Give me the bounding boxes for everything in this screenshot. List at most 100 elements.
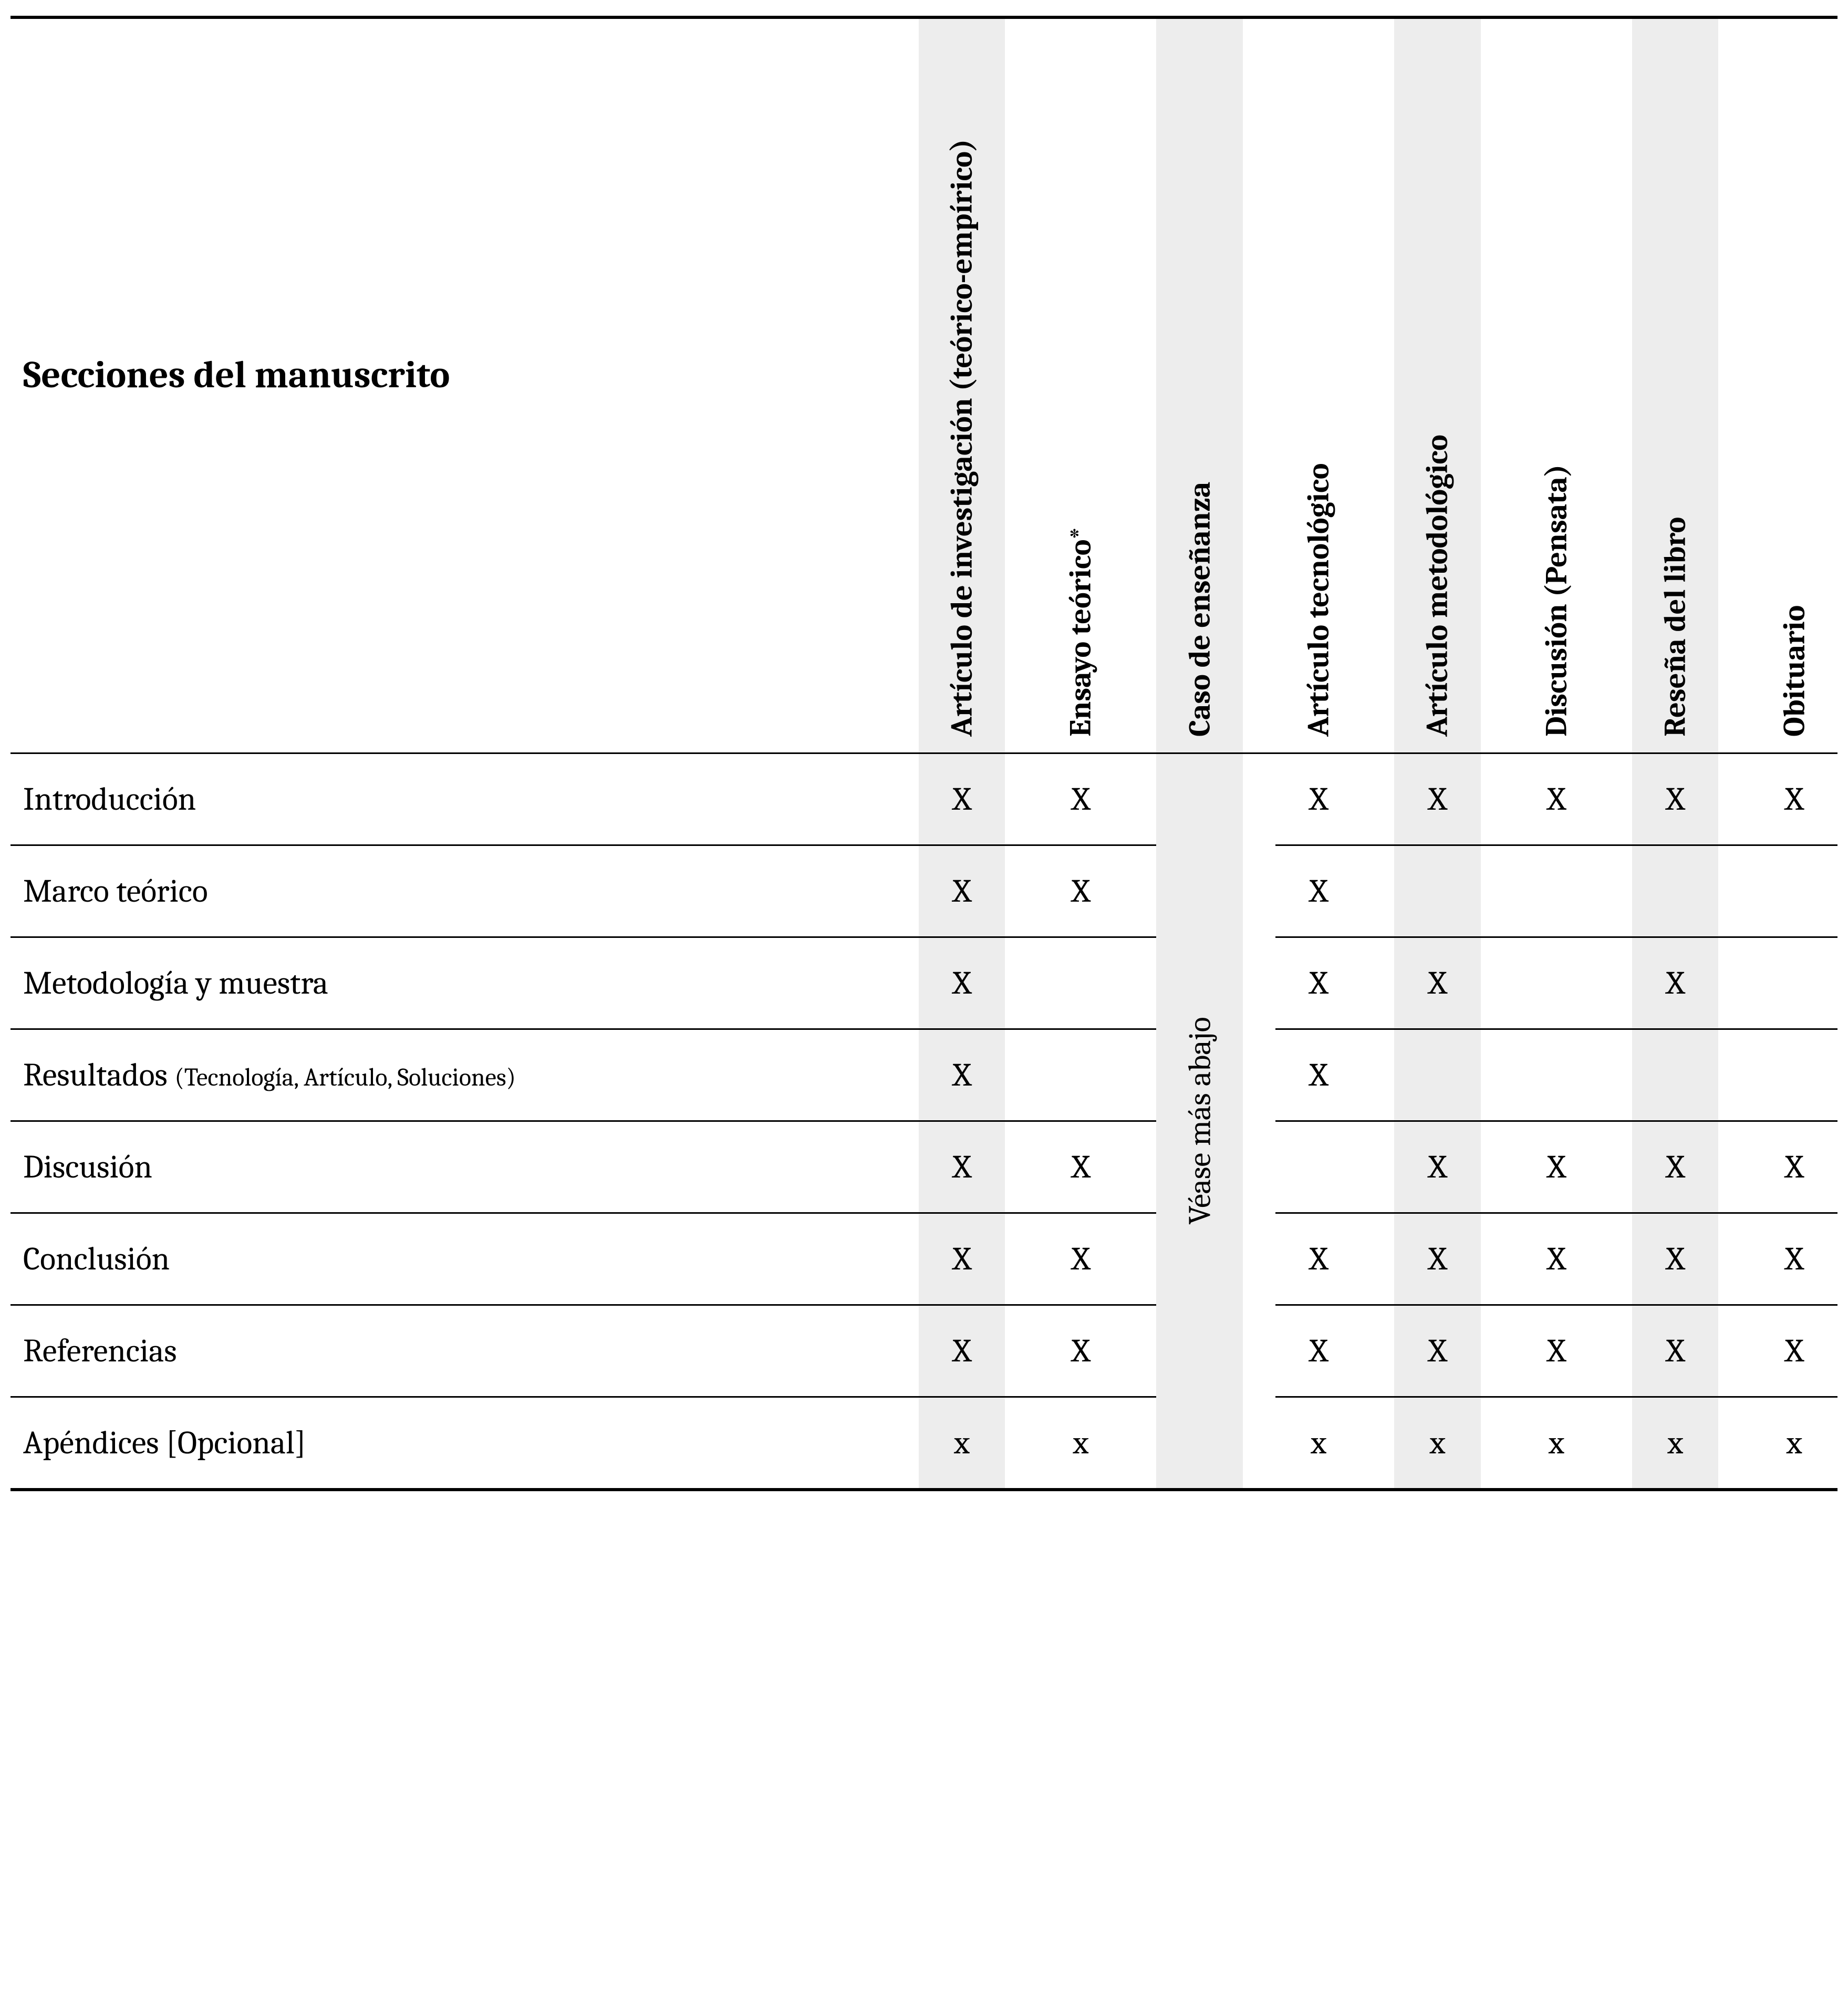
mark-cell: X — [1751, 753, 1837, 845]
column-header: Obituario — [1751, 17, 1837, 753]
mark-cell — [1394, 845, 1481, 937]
merged-column-text: Véase más abajo — [1181, 1017, 1218, 1224]
column-header: Caso de enseñanza — [1156, 17, 1243, 753]
sections-table: Secciones del manuscrito Artículo de inv… — [11, 16, 1837, 1491]
mark-cell: x — [1632, 1397, 1719, 1490]
mark-cell — [1632, 1029, 1719, 1121]
column-spacer — [1005, 1305, 1037, 1397]
column-spacer — [1481, 1213, 1513, 1305]
column-spacer — [1362, 937, 1394, 1029]
column-spacer — [1481, 17, 1513, 753]
mark-cell: X — [1275, 845, 1362, 937]
mark-cell: X — [919, 1121, 1005, 1213]
section-label-text: Metodología y muestra — [23, 964, 328, 1002]
mark-cell — [1632, 845, 1719, 937]
column-header-label: Ensayo teórico* — [1063, 526, 1098, 737]
column-spacer — [1124, 753, 1157, 845]
mark-cell: X — [919, 1305, 1005, 1397]
column-header-label: Caso de enseñanza — [1182, 481, 1217, 736]
mark-cell: X — [1632, 1213, 1719, 1305]
mark-cell: x — [1751, 1397, 1837, 1490]
column-spacer — [1718, 753, 1751, 845]
section-sublabel: (Tecnología, Artículo, Soluciones) — [174, 1063, 516, 1092]
column-spacer — [1600, 937, 1632, 1029]
mark-cell: X — [1513, 1121, 1600, 1213]
mark-cell — [1394, 1029, 1481, 1121]
table-row: IntroducciónXXVéase más abajoXXXXX — [11, 753, 1837, 845]
column-spacer — [1600, 1305, 1632, 1397]
column-spacer — [1362, 1029, 1394, 1121]
table-row: Metodología y muestraXXXX — [11, 937, 1837, 1029]
section-label-text: Introducción — [23, 780, 196, 818]
section-label: Resultados (Tecnología, Artículo, Soluci… — [11, 1029, 919, 1121]
column-spacer — [1600, 1213, 1632, 1305]
mark-cell — [1513, 845, 1600, 937]
mark-cell: X — [1037, 1121, 1124, 1213]
column-spacer — [1124, 1213, 1157, 1305]
column-spacer — [1124, 937, 1157, 1029]
table-row: ReferenciasXXXXXXX — [11, 1305, 1837, 1397]
section-label: Conclusión — [11, 1213, 919, 1305]
column-spacer — [1718, 937, 1751, 1029]
section-label: Discusión — [11, 1121, 919, 1213]
mark-cell: X — [1513, 1305, 1600, 1397]
column-spacer — [1718, 17, 1751, 753]
mark-cell: X — [1275, 1305, 1362, 1397]
column-spacer — [1005, 1029, 1037, 1121]
table-row: DiscusiónXXXXXX — [11, 1121, 1837, 1213]
section-label: Metodología y muestra — [11, 937, 919, 1029]
column-spacer — [1124, 1305, 1157, 1397]
column-spacer — [1718, 1121, 1751, 1213]
column-header-label: Obituario — [1777, 605, 1812, 736]
column-header: Discusión (Pensata) — [1513, 17, 1600, 753]
column-spacer — [1124, 17, 1157, 753]
mark-cell: X — [1513, 753, 1600, 845]
column-spacer — [1600, 1029, 1632, 1121]
mark-cell: X — [919, 753, 1005, 845]
section-label-text: Discusión — [23, 1148, 152, 1186]
column-spacer — [1600, 1397, 1632, 1490]
mark-cell: X — [1632, 1305, 1719, 1397]
mark-cell: X — [1632, 753, 1719, 845]
section-label-text: Referencias — [23, 1332, 177, 1370]
column-spacer — [1481, 753, 1513, 845]
mark-cell: X — [1751, 1121, 1837, 1213]
column-spacer — [1362, 1121, 1394, 1213]
column-spacer — [1362, 17, 1394, 753]
section-label: Apéndices [Opcional] — [11, 1397, 919, 1490]
column-spacer — [1005, 845, 1037, 937]
mark-cell: X — [1394, 1121, 1481, 1213]
column-spacer — [1124, 845, 1157, 937]
sections-title: Secciones del manuscrito — [11, 17, 919, 753]
mark-cell: x — [1513, 1397, 1600, 1490]
mark-cell: X — [1394, 937, 1481, 1029]
mark-cell: x — [1037, 1397, 1124, 1490]
mark-cell — [1037, 1029, 1124, 1121]
column-header: Reseña del libro — [1632, 17, 1719, 753]
mark-cell: X — [1037, 1305, 1124, 1397]
section-label: Referencias — [11, 1305, 919, 1397]
column-spacer — [1600, 845, 1632, 937]
column-spacer — [1481, 1397, 1513, 1490]
column-spacer — [1481, 1305, 1513, 1397]
mark-cell: x — [919, 1397, 1005, 1490]
mark-cell: X — [1632, 937, 1719, 1029]
mark-cell: X — [1751, 1305, 1837, 1397]
column-spacer — [1600, 1121, 1632, 1213]
column-spacer — [1481, 1029, 1513, 1121]
mark-cell: X — [1394, 1213, 1481, 1305]
column-spacer — [1718, 1397, 1751, 1490]
column-spacer — [1718, 1029, 1751, 1121]
table-row: Resultados (Tecnología, Artículo, Soluci… — [11, 1029, 1837, 1121]
column-spacer — [1124, 1397, 1157, 1490]
mark-cell: X — [1275, 1213, 1362, 1305]
header-row: Secciones del manuscrito Artículo de inv… — [11, 17, 1837, 753]
column-spacer — [1005, 1121, 1037, 1213]
section-label-text: Apéndices [Opcional] — [23, 1424, 306, 1462]
column-spacer — [1243, 753, 1275, 1490]
mark-cell: x — [1275, 1397, 1362, 1490]
column-header: Artículo de investigación (teórico-empír… — [919, 17, 1005, 753]
column-spacer — [1362, 1305, 1394, 1397]
mark-cell: X — [1037, 1213, 1124, 1305]
merged-column: Véase más abajo — [1156, 753, 1243, 1490]
